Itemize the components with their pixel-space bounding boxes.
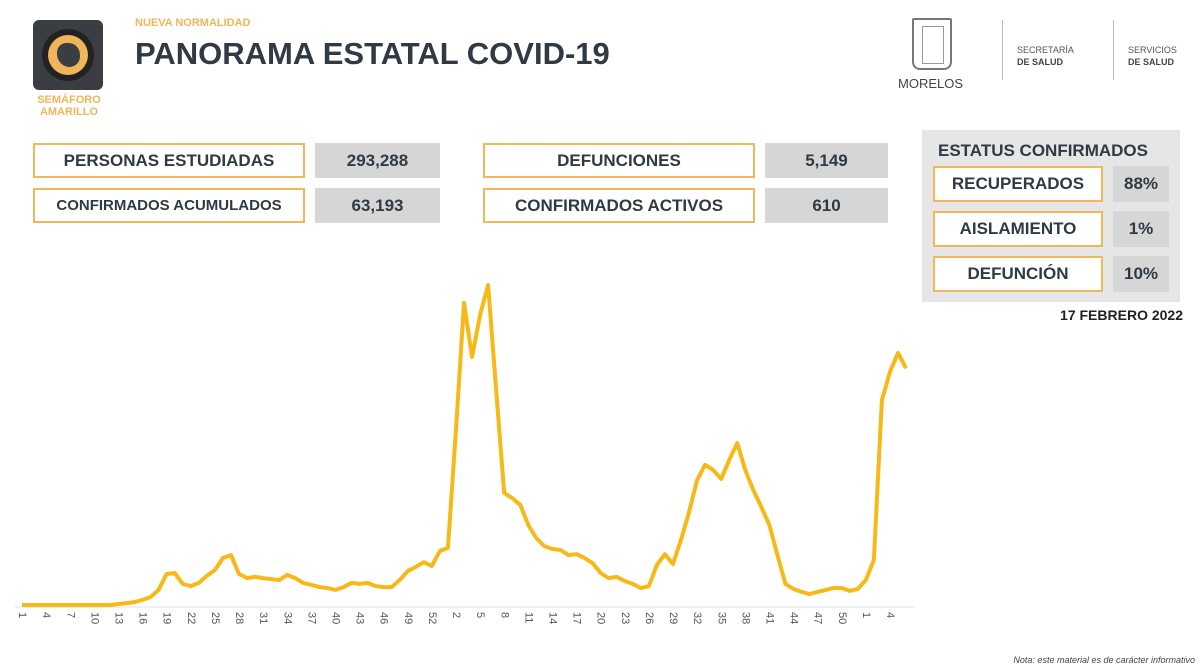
x-tick-label: 22 — [185, 612, 197, 624]
x-tick-label: 28 — [233, 612, 245, 624]
x-tick-label: 46 — [378, 612, 390, 624]
stat-value-defunciones: 5,149 — [765, 143, 888, 178]
stat-label-confirmados-activos: CONFIRMADOS ACTIVOS — [483, 188, 755, 223]
agency1-line1: SECRETARÍA — [1017, 45, 1074, 55]
x-tick-label: 32 — [691, 612, 703, 624]
divider — [1002, 20, 1003, 80]
stat-label-defunciones: DEFUNCIONES — [483, 143, 755, 178]
x-tick-label: 52 — [426, 612, 438, 624]
series-line — [22, 283, 908, 607]
subtitle: NUEVA NORMALIDAD — [135, 17, 251, 29]
status-value-defuncion: 10% — [1113, 256, 1169, 292]
x-tick-label: 11 — [522, 612, 534, 623]
x-tick-label: 10 — [88, 612, 100, 624]
x-tick-label: 31 — [257, 612, 269, 624]
agency2-line2: DE SALUD — [1128, 57, 1175, 67]
x-tick-label: 43 — [354, 612, 366, 624]
semaforo-line2: AMARILLO — [39, 106, 99, 118]
x-tick-label: 37 — [305, 612, 317, 624]
x-tick-label: 1 — [16, 612, 28, 618]
agency2-line1: SERVICIOS — [1128, 45, 1177, 55]
status-label-defuncion: DEFUNCIÓN — [933, 256, 1103, 292]
semaforo-label: SEMÁFORO AMARILLO — [28, 94, 110, 118]
stat-value-confirmados-activos: 610 — [765, 188, 888, 223]
x-tick-label: 35 — [715, 612, 727, 624]
stat-value-personas-estudiadas: 293,288 — [315, 143, 440, 178]
disclaimer-note: Nota: este material es de carácter infor… — [1013, 655, 1195, 665]
x-tick-label: 29 — [667, 612, 679, 624]
x-tick-label: 19 — [161, 612, 173, 624]
x-tick-label: 8 — [498, 612, 510, 618]
status-label-aislamiento: AISLAMIENTO — [933, 211, 1103, 247]
semaforo-icon — [33, 20, 103, 90]
x-tick-label: 25 — [209, 612, 221, 624]
x-tick-label: 26 — [643, 612, 655, 624]
x-tick-label: 16 — [137, 612, 149, 624]
agency-secretaria-salud: SECRETARÍA DE SALUD — [1017, 44, 1074, 68]
x-tick-label: 7 — [64, 612, 76, 618]
x-tick-label: 41 — [763, 612, 775, 624]
stat-label-personas-estudiadas: PERSONAS ESTUDIADAS — [33, 143, 305, 178]
x-tick-label: 23 — [619, 612, 631, 624]
x-tick-label: 47 — [812, 612, 824, 624]
state-name: MORELOS — [898, 76, 964, 91]
stat-label-confirmados-acumulados: CONFIRMADOS ACUMULADOS — [33, 188, 305, 223]
x-tick-label: 5 — [474, 612, 486, 618]
x-tick-label: 14 — [546, 612, 558, 624]
x-tick-label: 17 — [571, 612, 583, 624]
x-tick-label: 13 — [113, 612, 125, 624]
stat-value-confirmados-acumulados: 63,193 — [315, 188, 440, 223]
x-tick-label: 20 — [595, 612, 607, 624]
x-tick-label: 44 — [788, 612, 800, 624]
agency-servicios-salud: SERVICIOS DE SALUD — [1128, 44, 1177, 68]
status-value-recuperados: 88% — [1113, 166, 1169, 202]
x-tick-label: 49 — [402, 612, 414, 624]
x-tick-label: 34 — [281, 612, 293, 624]
x-tick-label: 2 — [450, 612, 462, 618]
state-shield-logo — [912, 18, 952, 70]
semaforo-line1: SEMÁFORO — [37, 94, 101, 106]
report-date: 17 FEBRERO 2022 — [1060, 307, 1183, 323]
status-title: ESTATUS CONFIRMADOS — [938, 141, 1148, 160]
x-tick-label: 40 — [330, 612, 342, 624]
x-tick-label: 38 — [739, 612, 751, 624]
divider — [1113, 20, 1114, 80]
page-title: PANORAMA ESTATAL COVID-19 — [135, 36, 610, 71]
status-value-aislamiento: 1% — [1113, 211, 1169, 247]
x-tick-label: 1 — [860, 612, 872, 618]
agency1-line2: DE SALUD — [1017, 57, 1064, 67]
x-tick-label: 50 — [836, 612, 848, 624]
status-label-recuperados: RECUPERADOS — [933, 166, 1103, 202]
x-tick-label: 4 — [40, 612, 52, 618]
x-tick-label: 4 — [884, 612, 896, 618]
